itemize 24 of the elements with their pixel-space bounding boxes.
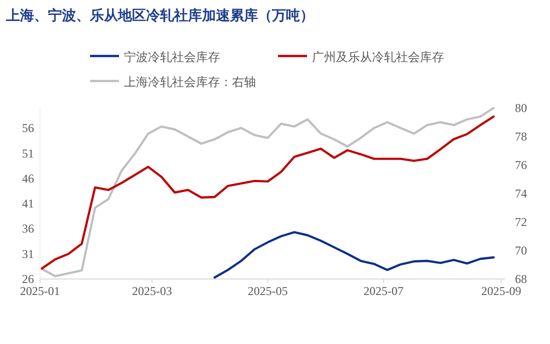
x-tick-label: 2025-07	[364, 284, 404, 298]
y2-tick-label: 74	[515, 186, 527, 200]
line-series	[214, 231, 495, 279]
x-tick-label: 2025-01	[20, 284, 60, 298]
x-tick-label: 2025-05	[248, 284, 288, 298]
legend-label: 上海冷轧社会库存：右轴	[124, 75, 256, 89]
y2-tick-label: 68	[515, 272, 527, 286]
y2-tick-label: 78	[515, 130, 527, 144]
y2-tick-label: 72	[515, 215, 527, 229]
x-tick-label: 2025-03	[132, 284, 172, 298]
y-tick-label: 26	[22, 272, 34, 286]
y2-tick-label: 76	[515, 158, 527, 172]
x-tick-label: 2025-09	[481, 284, 522, 298]
chart-title: 上海、宁波、乐从地区冷轧社库加速累库（万吨）	[5, 7, 314, 24]
y-tick-label: 41	[22, 196, 34, 211]
legend-label: 宁波冷轧社会库存	[124, 50, 220, 64]
y2-tick-label: 80	[515, 101, 527, 115]
legend-label: 广州及乐从冷轧社会库存	[312, 50, 444, 64]
y-tick-label: 31	[22, 246, 34, 261]
y-tick-label: 51	[22, 146, 34, 160]
y-tick-label: 56	[22, 121, 34, 136]
y-tick-label: 46	[22, 171, 34, 186]
y2-tick-label: 70	[515, 244, 527, 258]
y-tick-label: 36	[22, 222, 34, 236]
